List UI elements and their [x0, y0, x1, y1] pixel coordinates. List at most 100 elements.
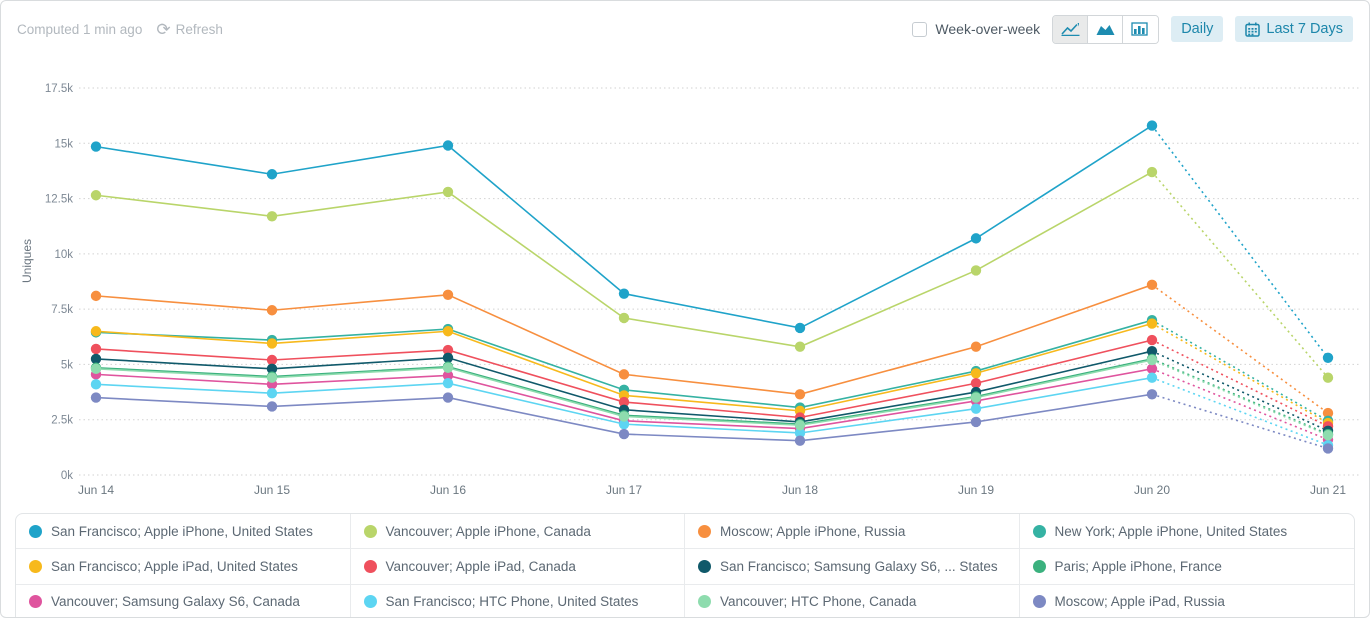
- data-point[interactable]: [970, 403, 982, 414]
- data-point[interactable]: [266, 401, 278, 412]
- data-point[interactable]: [794, 435, 806, 446]
- data-point[interactable]: [90, 141, 102, 152]
- data-point[interactable]: [1146, 354, 1158, 366]
- data-point[interactable]: [90, 392, 102, 403]
- data-point[interactable]: [442, 392, 454, 403]
- x-axis-tick-label: Jun 19: [958, 483, 994, 497]
- data-point[interactable]: [1146, 372, 1158, 383]
- data-point[interactable]: [970, 233, 982, 244]
- legend-item[interactable]: Vancouver; Apple iPad, Canada: [350, 549, 685, 585]
- data-point[interactable]: [90, 326, 102, 337]
- data-point[interactable]: [442, 140, 454, 151]
- data-point[interactable]: [618, 312, 630, 324]
- interval-daily-button[interactable]: Daily: [1171, 16, 1224, 42]
- refresh-button[interactable]: ⟳ Refresh: [156, 21, 223, 38]
- data-point[interactable]: [1322, 372, 1334, 383]
- legend-item[interactable]: Moscow; Apple iPad, Russia: [1020, 585, 1355, 617]
- date-range-button[interactable]: Last 7 Days: [1235, 16, 1353, 42]
- data-point[interactable]: [1146, 345, 1158, 357]
- legend-item[interactable]: San Francisco; Apple iPhone, United Stat…: [16, 514, 351, 550]
- bar-chart-icon: [1131, 22, 1148, 36]
- data-point[interactable]: [1322, 429, 1334, 441]
- line-chart-canvas[interactable]: 0k 2.5k 5k 7.5k 10k 12.5k 15k 17.5k Uniques Jun 1…: [1, 1, 1370, 507]
- line-chart-type-button[interactable]: [1053, 15, 1089, 43]
- data-point[interactable]: [970, 392, 982, 403]
- week-over-week-toggle[interactable]: Week-over-week: [912, 21, 1040, 37]
- data-point[interactable]: [90, 353, 102, 365]
- data-point[interactable]: [442, 344, 454, 356]
- data-point[interactable]: [90, 363, 102, 375]
- data-point[interactable]: [1146, 279, 1158, 291]
- data-point[interactable]: [266, 354, 278, 366]
- data-point[interactable]: [618, 369, 630, 380]
- data-point[interactable]: [970, 378, 982, 389]
- legend-item[interactable]: Vancouver; Apple iPhone, Canada: [350, 514, 685, 550]
- data-point[interactable]: [1146, 318, 1158, 329]
- refresh-icon: ⟳: [156, 19, 171, 39]
- legend-item[interactable]: Paris; Apple iPhone, France: [1019, 549, 1354, 585]
- data-point[interactable]: [1146, 334, 1158, 346]
- series-line-projection: [1151, 319, 1329, 422]
- data-point[interactable]: [970, 368, 982, 379]
- legend-item[interactable]: Moscow; Apple iPhone, Russia: [685, 514, 1020, 550]
- data-point[interactable]: [266, 211, 278, 222]
- data-point[interactable]: [1322, 352, 1334, 363]
- data-point[interactable]: [442, 186, 454, 198]
- chart-toolbar: Computed 1 min ago ⟳ Refresh Week-over-w…: [1, 1, 1369, 57]
- data-point[interactable]: [1146, 363, 1158, 375]
- legend-series-dot: [698, 595, 711, 609]
- legend-item[interactable]: San Francisco; Apple iPad, United States: [16, 549, 351, 585]
- data-point[interactable]: [794, 420, 806, 431]
- data-point[interactable]: [794, 389, 806, 400]
- data-point[interactable]: [266, 169, 278, 180]
- data-point[interactable]: [970, 265, 982, 276]
- data-point[interactable]: [442, 362, 454, 373]
- data-point[interactable]: [794, 322, 806, 334]
- legend-item[interactable]: San Francisco; Samsung Galaxy S6, ... St…: [685, 549, 1020, 585]
- data-point[interactable]: [442, 352, 454, 363]
- data-point[interactable]: [618, 411, 630, 422]
- data-point[interactable]: [618, 396, 630, 408]
- data-point[interactable]: [266, 363, 278, 375]
- legend-item[interactable]: Vancouver; HTC Phone, Canada: [685, 584, 1020, 617]
- legend-item[interactable]: Vancouver; Samsung Galaxy S6, Canada: [16, 584, 351, 617]
- data-point[interactable]: [442, 289, 454, 300]
- data-point[interactable]: [1146, 120, 1158, 131]
- data-point[interactable]: [794, 427, 806, 439]
- data-point[interactable]: [1146, 166, 1158, 178]
- data-point[interactable]: [618, 288, 630, 299]
- data-point[interactable]: [266, 372, 278, 383]
- data-point[interactable]: [442, 378, 454, 389]
- legend-series-dot: [1032, 559, 1046, 573]
- data-point[interactable]: [266, 387, 278, 399]
- legend-series-label: Vancouver; Apple iPad, Canada: [385, 558, 576, 574]
- legend-item[interactable]: New York; Apple iPhone, United States: [1019, 514, 1354, 550]
- area-chart-type-button[interactable]: [1088, 15, 1124, 43]
- data-point[interactable]: [618, 428, 630, 440]
- data-point[interactable]: [442, 326, 454, 337]
- week-over-week-checkbox[interactable]: [912, 21, 928, 37]
- series-line-projection: [1151, 359, 1329, 436]
- y-axis-tick-label: 10k: [54, 249, 73, 261]
- data-point[interactable]: [970, 341, 982, 352]
- data-point[interactable]: [1322, 443, 1334, 454]
- data-point[interactable]: [90, 379, 102, 390]
- bar-chart-type-button[interactable]: [1123, 15, 1159, 43]
- data-point[interactable]: [442, 370, 454, 381]
- data-point[interactable]: [794, 341, 806, 352]
- data-point[interactable]: [1146, 389, 1158, 400]
- data-point[interactable]: [90, 290, 102, 302]
- data-point[interactable]: [90, 190, 102, 201]
- legend-series-dot: [1032, 524, 1046, 538]
- data-point[interactable]: [266, 305, 278, 316]
- legend-series-dot: [363, 595, 377, 609]
- series-line-projection: [1151, 350, 1329, 432]
- series-line-projection: [1151, 322, 1329, 424]
- legend-item[interactable]: San Francisco; HTC Phone, United States: [351, 584, 685, 617]
- legend-series-label: Moscow; Apple iPad, Russia: [1054, 594, 1225, 610]
- data-point[interactable]: [266, 338, 278, 349]
- data-point[interactable]: [90, 343, 102, 355]
- data-point[interactable]: [1322, 407, 1334, 419]
- data-point[interactable]: [970, 416, 982, 428]
- data-point[interactable]: [618, 418, 630, 430]
